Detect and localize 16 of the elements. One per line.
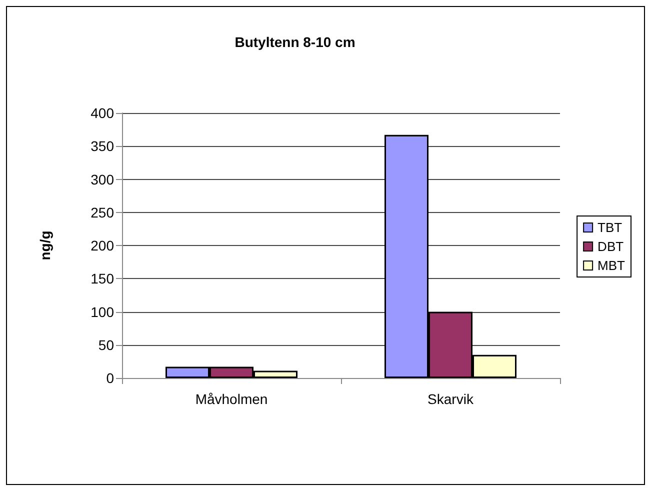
y-axis-title: ng/g [37,230,53,260]
y-tick-label: 350 [90,138,114,154]
y-tick-label: 0 [106,370,114,386]
legend-label: TBT [598,220,622,235]
y-tick-label: 250 [90,204,114,220]
legend-label: MBT [598,258,626,273]
y-tick-label: 50 [98,336,114,353]
y-tick-label: 200 [90,238,114,254]
x-tick-label: Måvholmen [195,391,268,407]
x-tick-label: Skarvik [428,391,474,407]
y-tick-label: 150 [90,270,114,287]
legend-label: DBT [598,239,624,254]
y-tick-label: 300 [90,171,114,188]
y-tick-label: 100 [90,304,114,320]
chart-title: Butyltenn 8-10 cm [234,34,356,50]
y-tick-label: 400 [90,105,114,121]
